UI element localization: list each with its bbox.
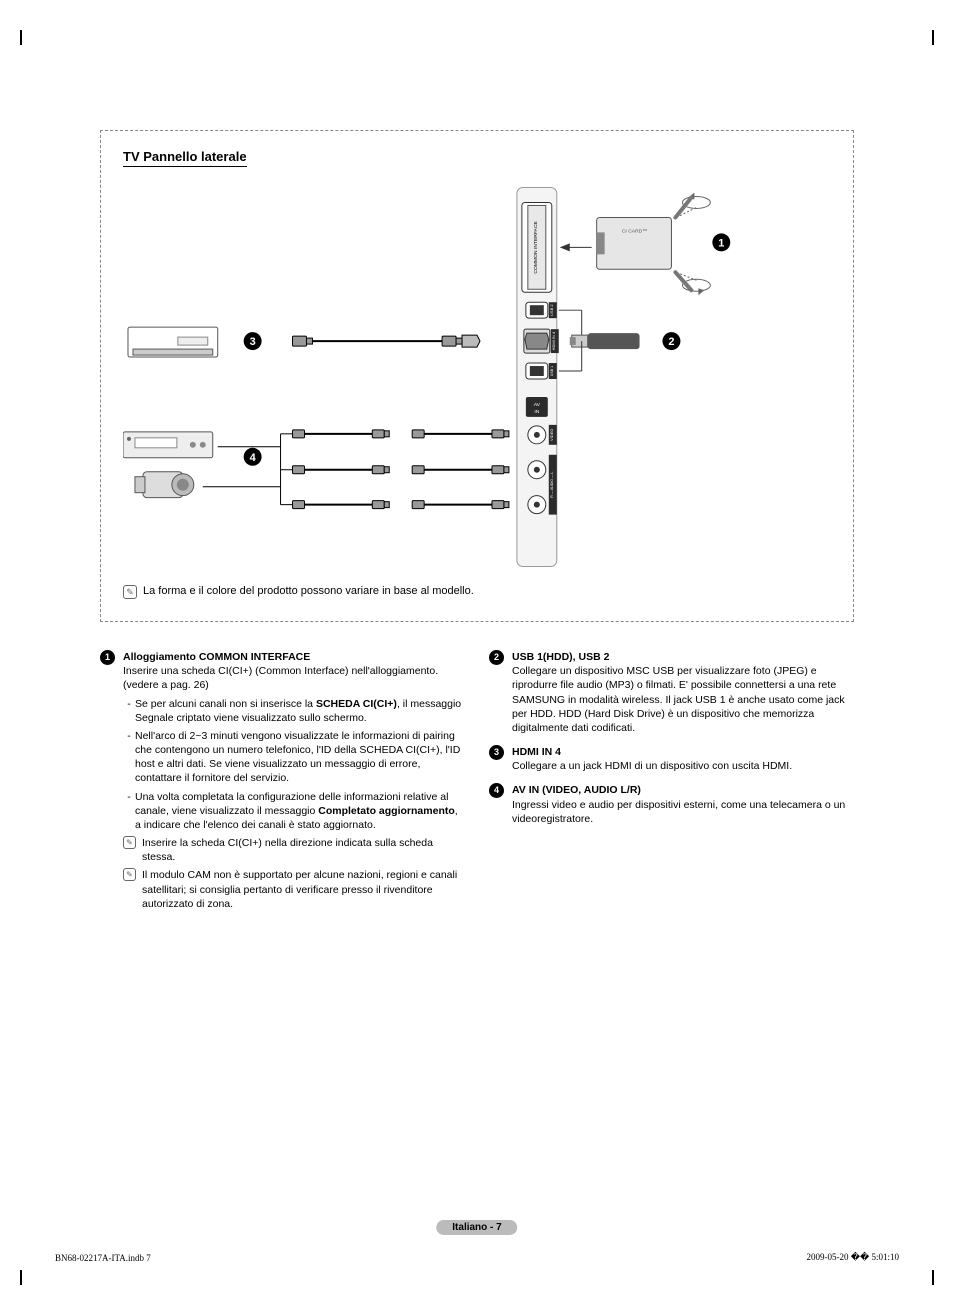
- footer-doc-ref: BN68-02217A-ITA.indb 7: [55, 1253, 151, 1263]
- svg-text:AV: AV: [534, 402, 541, 408]
- side-panel-diagram-box: TV Pannello laterale COMMON INTERFACE US…: [100, 130, 854, 622]
- item-avin: 4 AV IN (VIDEO, AUDIO L/R) Ingressi vide…: [489, 783, 854, 826]
- svg-text:IN: IN: [534, 409, 539, 415]
- item1-line1: Inserire una scheda CI(CI+) (Common Inte…: [123, 664, 465, 678]
- item4-body: Ingressi video e audio per dispositivi e…: [512, 798, 854, 826]
- diagram-badge-4: 4: [250, 452, 257, 464]
- svg-text:R — AUDIO — L: R — AUDIO — L: [550, 472, 554, 498]
- page-content: TV Pannello laterale COMMON INTERFACE US…: [100, 130, 854, 921]
- badge-3: 3: [489, 745, 504, 760]
- item-common-interface: 1 Alloggiamento COMMON INTERFACE Inserir…: [100, 650, 465, 911]
- diagram-title: TV Pannello laterale: [123, 149, 247, 167]
- text-columns: 1 Alloggiamento COMMON INTERFACE Inserir…: [100, 650, 854, 921]
- badge-2: 2: [489, 650, 504, 665]
- diagram-badge-1: 1: [718, 237, 724, 249]
- item1-title: Alloggiamento COMMON INTERFACE: [123, 650, 465, 664]
- item1-note2: ✎ Il modulo CAM non è supportato per alc…: [123, 868, 465, 911]
- item1-bullet1: - Se per alcuni canali non si inserisce …: [123, 697, 465, 725]
- port-label-common-interface: COMMON INTERFACE: [533, 220, 539, 273]
- footer-timestamp: 2009-05-20 �� 5:01:10: [807, 1252, 899, 1263]
- item3-title: HDMI IN 4: [512, 745, 854, 759]
- item-usb: 2 USB 1(HDD), USB 2 Collegare un disposi…: [489, 650, 854, 735]
- item1-note1: ✎ Inserire la scheda CI(CI+) nella direz…: [123, 836, 465, 864]
- right-column: 2 USB 1(HDD), USB 2 Collegare un disposi…: [489, 650, 854, 921]
- item2-title: USB 1(HDD), USB 2: [512, 650, 854, 664]
- port-label-video: VIDEO: [549, 429, 554, 441]
- badge-1: 1: [100, 650, 115, 665]
- item3-body: Collegare a un jack HDMI di un dispositi…: [512, 759, 854, 773]
- badge-4: 4: [489, 783, 504, 798]
- diagram-badge-3: 3: [250, 336, 256, 348]
- item1-bullet3: - Una volta completata la configurazione…: [123, 790, 465, 833]
- item4-title: AV IN (VIDEO, AUDIO L/R): [512, 783, 854, 797]
- item1-line2: (vedere a pag. 26): [123, 678, 465, 692]
- diagram-badge-2: 2: [668, 336, 674, 348]
- item2-body: Collegare un dispositivo MSC USB per vis…: [512, 664, 854, 735]
- product-variation-note: ✎ La forma e il colore del prodotto poss…: [123, 585, 831, 599]
- item1-bullet2: - Nell'arco di 2~3 minuti vengono visual…: [123, 729, 465, 786]
- page-number: Italiano - 7: [436, 1220, 517, 1235]
- port-label-hdmi4: HDMI IN 4: [551, 331, 556, 350]
- note-icon: ✎: [123, 868, 136, 881]
- note-icon: ✎: [123, 585, 137, 599]
- left-column: 1 Alloggiamento COMMON INTERFACE Inserir…: [100, 650, 465, 921]
- port-label-usb2: USB 2: [549, 304, 554, 315]
- item-hdmi: 3 HDMI IN 4 Collegare a un jack HDMI di …: [489, 745, 854, 773]
- ci-card-label: CI CARD™: [622, 228, 647, 234]
- svg-text:USB 1: USB 1: [550, 366, 554, 376]
- note-icon: ✎: [123, 836, 136, 849]
- product-variation-note-text: La forma e il colore del prodotto posson…: [143, 585, 474, 597]
- side-panel-diagram: COMMON INTERFACE USB 2 HDMI IN 4 USB 1 A…: [123, 177, 831, 577]
